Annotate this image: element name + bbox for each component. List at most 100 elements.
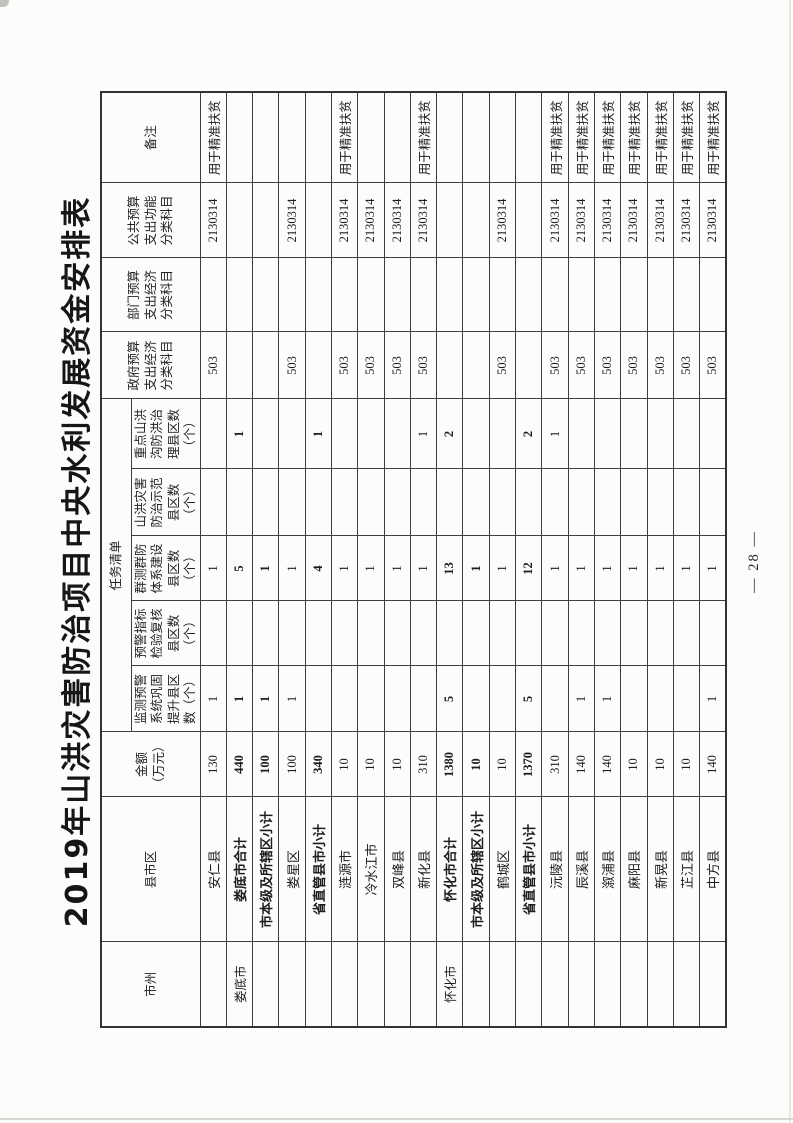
- cell-county: 沅陵县: [541, 797, 569, 942]
- cell-dept_code: [410, 257, 437, 332]
- cell-task_indicator: [384, 601, 411, 666]
- cell-public_code: 2130314: [699, 182, 726, 258]
- cell-task_indicator: [673, 601, 700, 666]
- header-shizhou: 市州: [101, 942, 200, 1027]
- cell-county: 怀化市合计: [436, 797, 463, 942]
- cell-dept_code: [252, 257, 279, 332]
- cell-remark: 用于精准扶贫: [541, 91, 569, 183]
- cell-public_code: [462, 182, 490, 258]
- cell-amount: 340: [305, 732, 332, 797]
- page-title: 2019年山洪灾害防治项目中央水利发展资金安排表: [60, 195, 95, 928]
- cell-amount: 140: [568, 732, 595, 797]
- cell-task_gully: [331, 398, 358, 469]
- cell-task_demo: [410, 469, 437, 536]
- header-task-gully: 重点山洪 沟防洪治 理县区数 （个）: [131, 398, 200, 469]
- cell-county: 省直管县市小计: [305, 797, 332, 942]
- cell-remark: [252, 91, 279, 183]
- cell-county: 麻阳县: [620, 797, 648, 942]
- cell-gov_code: 503: [331, 331, 358, 399]
- cell-gov_code: 503: [278, 331, 306, 399]
- cell-county: 中方县: [699, 797, 726, 942]
- cell-task_gully: [200, 398, 227, 469]
- cell-task_gully: [384, 398, 411, 469]
- cell-county: 新化县: [410, 797, 437, 942]
- cell-remark: 用于精准扶贫: [568, 91, 595, 183]
- cell-remark: [305, 91, 332, 183]
- cell-remark: 用于精准扶贫: [673, 91, 700, 183]
- cell-task_monitor: [541, 666, 569, 732]
- cell-remark: 用于精准扶贫: [699, 91, 726, 183]
- table-row: 沅陵县 310 1 1 503 2130314 用于精准扶贫: [541, 91, 569, 1027]
- cell-dept_code: [699, 257, 726, 332]
- cell-shizhou: [620, 942, 648, 1027]
- table-row: 中方县 140 1 1 503 2130314 用于精准扶贫: [699, 91, 726, 1027]
- cell-task_demo: [620, 469, 648, 536]
- cell-public_code: [436, 182, 463, 258]
- cell-remark: 用于精准扶贫: [200, 91, 227, 183]
- cell-task_monitor: 5: [515, 666, 542, 732]
- cell-gov_code: [462, 331, 490, 399]
- cell-shizhou: [357, 942, 385, 1027]
- cell-remark: 用于精准扶贫: [331, 91, 358, 183]
- cell-task_mass: 1: [200, 536, 227, 601]
- cell-dept_code: [462, 257, 490, 332]
- cell-county: 市本级及所辖区小计: [252, 797, 279, 942]
- cell-remark: 用于精准扶贫: [594, 91, 621, 183]
- cell-shizhou: [594, 942, 621, 1027]
- cell-gov_code: 503: [410, 331, 437, 399]
- cell-public_code: [252, 182, 279, 258]
- cell-gov_code: 503: [384, 331, 411, 399]
- cell-dept_code: [436, 257, 463, 332]
- cell-public_code: [515, 182, 542, 258]
- table-row: 芷江县 10 1 503 2130314 用于精准扶贫: [673, 91, 700, 1027]
- table-row: 麻阳县 10 1 503 2130314 用于精准扶贫: [620, 91, 648, 1027]
- table-row: 涟源市 10 1 503 2130314 用于精准扶贫: [331, 91, 358, 1027]
- header-task-mass: 群测群防 体系建设 县区数 （个）: [131, 536, 200, 601]
- cell-amount: 1380: [436, 732, 463, 797]
- cell-county: 溆浦县: [594, 797, 621, 942]
- cell-county: 芷江县: [673, 797, 700, 942]
- cell-county: 新晃县: [647, 797, 674, 942]
- cell-task_monitor: [673, 666, 700, 732]
- cell-task_demo: [594, 469, 621, 536]
- cell-task_demo: [305, 469, 332, 536]
- cell-remark: 用于精准扶贫: [647, 91, 674, 183]
- cell-task_mass: 5: [226, 536, 253, 601]
- cell-county: 娄星区: [278, 797, 306, 942]
- table-header: 市州 县市区 金额 （万元） 任务清单 政府预算 支出经济 分类科目 部门预算 …: [101, 91, 200, 1027]
- header-task-demo: 山洪灾害 防治示范 县区数 （个）: [131, 469, 200, 536]
- cell-task_indicator: [647, 601, 674, 666]
- cell-task_gully: 2: [436, 398, 463, 469]
- cell-remark: [278, 91, 306, 183]
- cell-task_gully: [278, 398, 306, 469]
- page-number: — 28 —: [746, 530, 762, 593]
- cell-dept_code: [647, 257, 674, 332]
- cell-shizhou: [252, 942, 279, 1027]
- table-row: 怀化市 怀化市合计 1380 5 13 2: [436, 91, 463, 1027]
- cell-task_mass: 1: [489, 536, 516, 601]
- cell-task_demo: [647, 469, 674, 536]
- cell-task_monitor: 1: [200, 666, 227, 732]
- cell-task_demo: [436, 469, 463, 536]
- cell-shizhou: [541, 942, 569, 1027]
- cell-task_demo: [252, 469, 279, 536]
- header-task-group: 任务清单: [101, 398, 131, 732]
- table-row: 鹤城区 10 1 503 2130314: [489, 91, 516, 1027]
- cell-remark: [489, 91, 516, 183]
- cell-task_monitor: [305, 666, 332, 732]
- cell-task_demo: [541, 469, 569, 536]
- cell-shizhou: [305, 942, 332, 1027]
- cell-amount: 10: [357, 732, 385, 797]
- cell-task_indicator: [541, 601, 569, 666]
- cell-task_gully: [357, 398, 385, 469]
- cell-county: 省直管县市小计: [515, 797, 542, 942]
- cell-task_mass: 1: [278, 536, 306, 601]
- cell-public_code: 2130314: [489, 182, 516, 258]
- cell-task_demo: [384, 469, 411, 536]
- header-public-code: 公共预算 支出功能 分类科目: [101, 182, 200, 258]
- cell-gov_code: 503: [489, 331, 516, 399]
- table-row: 安仁县 130 1 1 503 2130314 用于精准扶贫: [200, 91, 227, 1027]
- cell-shizhou: [673, 942, 700, 1027]
- cell-gov_code: 503: [620, 331, 648, 399]
